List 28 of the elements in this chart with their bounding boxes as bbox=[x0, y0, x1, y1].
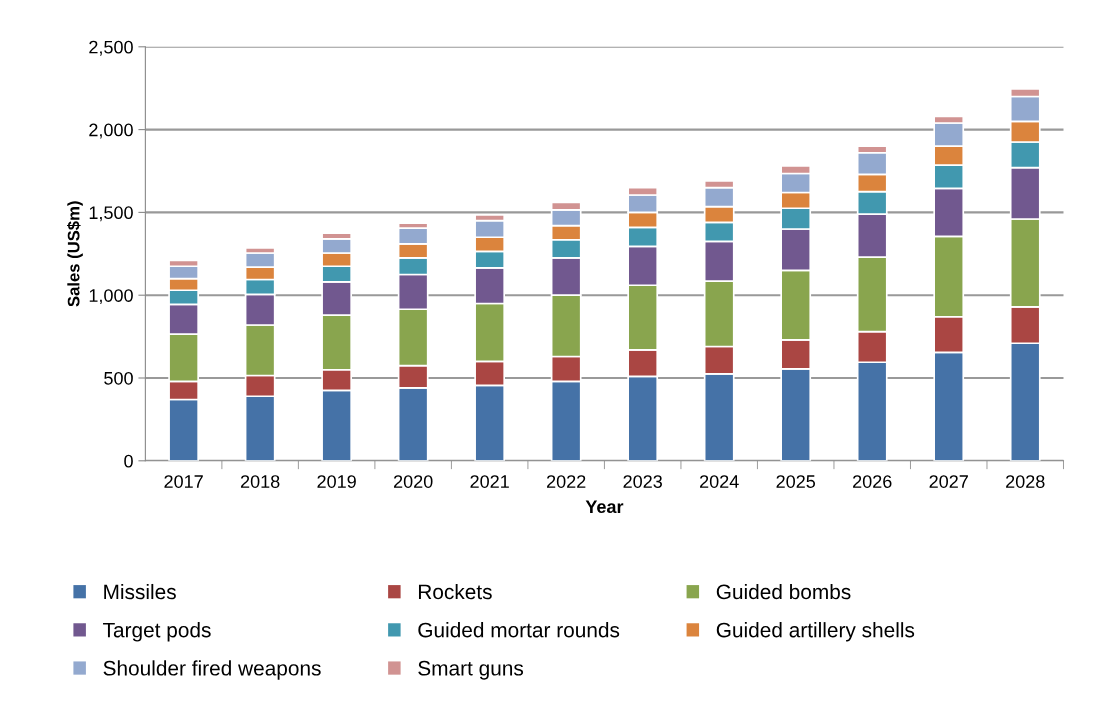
x-tick-label: 2025 bbox=[776, 475, 816, 488]
legend-label: Rockets bbox=[418, 583, 492, 600]
legend-label: Guided bombs bbox=[716, 583, 851, 600]
y-axis-title: Sales (US$m) bbox=[67, 201, 83, 307]
x-tick-label: 2027 bbox=[929, 475, 968, 488]
legend-label: Smart guns bbox=[418, 660, 524, 680]
x-tick-label: 2026 bbox=[853, 475, 892, 488]
x-tick-label: 2028 bbox=[1006, 475, 1045, 488]
legend-label: Guided mortar rounds bbox=[418, 622, 620, 638]
x-tick-label: 2018 bbox=[240, 475, 280, 488]
x-tick-label: 2023 bbox=[623, 475, 662, 488]
x-tick-label: 2021 bbox=[470, 475, 509, 488]
legend-label: Shoulder fired weapons bbox=[103, 660, 321, 680]
x-tick-label: 2017 bbox=[164, 475, 203, 488]
legend-label: Guided artillery shells bbox=[716, 622, 915, 642]
legend-label: Target pods bbox=[103, 622, 211, 642]
y-tick-label: 2,000 bbox=[89, 123, 133, 139]
x-tick-label: 2024 bbox=[700, 475, 739, 488]
x-tick-label: 2022 bbox=[547, 475, 586, 488]
y-tick-label: 2,500 bbox=[89, 40, 133, 56]
y-tick-label: 500 bbox=[104, 371, 133, 385]
x-axis-title: Year bbox=[585, 500, 624, 514]
x-tick-label: 2020 bbox=[393, 475, 433, 488]
y-tick-label: 1,500 bbox=[89, 206, 133, 222]
x-tick-label: 2019 bbox=[317, 475, 356, 488]
y-tick-label: 0 bbox=[124, 454, 133, 468]
legend-label: Missiles bbox=[104, 583, 176, 600]
y-tick-label: 1,000 bbox=[89, 289, 133, 305]
